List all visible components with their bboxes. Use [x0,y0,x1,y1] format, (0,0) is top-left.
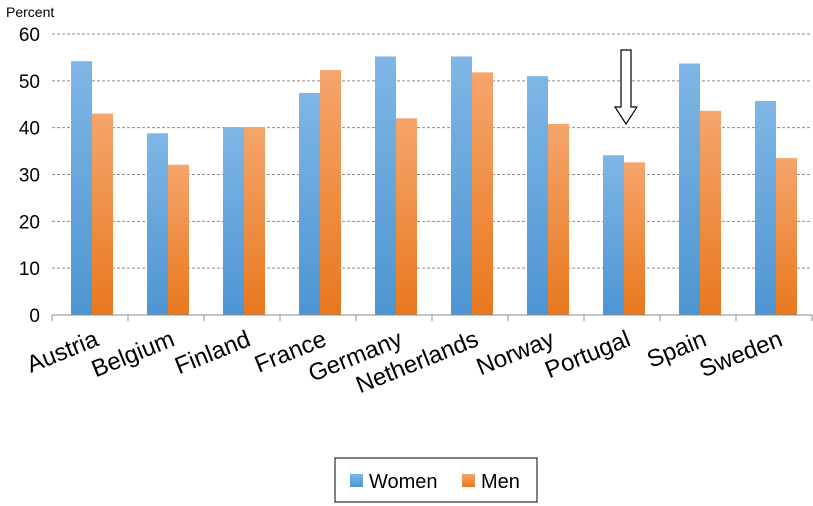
bar-men-finland [244,127,265,315]
x-tick-marks [51,315,813,321]
bar-women-spain [679,63,700,315]
bar-women-portugal [603,155,624,315]
bar-men-germany [396,118,417,315]
bar-men-portugal [624,162,645,315]
bar-men-spain [700,110,721,315]
bar-men-netherlands [472,72,493,315]
bar-women-norway [527,76,548,316]
legend-swatch-women [350,474,363,487]
bars [71,56,797,316]
bar-women-austria [71,61,92,316]
y-tick-label: 60 [19,25,40,46]
category-label-portugal: Portugal [541,326,634,385]
category-labels: AustriaBelgiumFinlandFranceGermanyNether… [23,325,786,399]
y-tick-label: 50 [19,72,40,93]
bar-men-austria [92,113,113,315]
bar-women-belgium [147,133,168,315]
bar-women-germany [375,56,396,315]
legend-box [334,457,538,503]
y-tick-labels: 0 10 20 30 40 50 60 [19,25,40,327]
legend-label-men: Men [481,471,520,493]
y-tick-label: 10 [19,259,40,280]
y-tick-label: 0 [29,306,40,327]
legend-swatch-men [462,474,475,487]
bar-women-sweden [755,100,776,315]
bar-women-france [299,93,320,315]
category-label-austria: Austria [23,325,103,378]
category-label-sweden: Sweden [696,326,787,384]
category-label-norway: Norway [473,326,559,382]
annotation [613,49,639,126]
bar-men-sweden [776,158,797,315]
y-tick-label: 20 [19,212,40,233]
y-tick-label: 40 [19,119,40,140]
legend: Women Men [334,457,538,503]
legend-label-women: Women [369,471,438,493]
bar-men-belgium [168,164,189,315]
category-label-finland: Finland [171,326,254,381]
y-axis-label: Percent [6,4,54,20]
hollow-down-arrow-icon [613,49,639,126]
y-tick-label: 30 [19,166,40,187]
bar-women-finland [223,127,244,315]
bar-women-netherlands [451,56,472,315]
bar-men-france [320,70,341,315]
category-label-belgium: Belgium [88,326,179,384]
bar-men-norway [548,123,569,315]
